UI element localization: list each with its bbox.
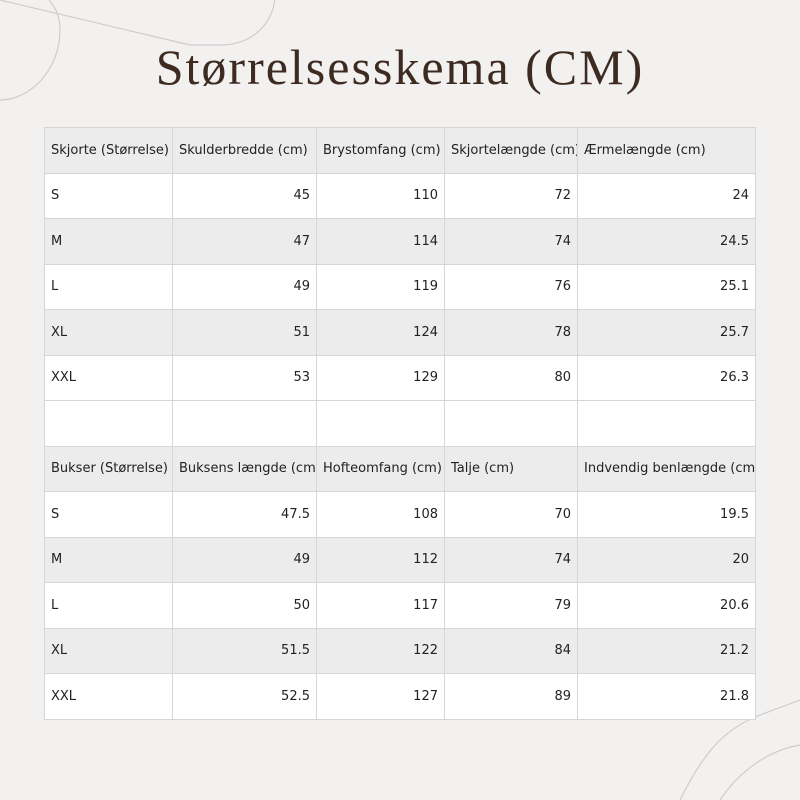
value-cell: 20.6	[577, 582, 756, 629]
header-cell: Talje (cm)	[444, 445, 578, 492]
value-cell: 19.5	[577, 491, 756, 538]
title: Størrelsesskema (CM)	[155, 39, 645, 95]
size-cell: XXL	[44, 673, 173, 720]
value-cell: 119	[316, 263, 445, 310]
value-cell: 108	[316, 491, 445, 538]
header-cell: Buksens længde (cm)	[172, 445, 317, 492]
value-cell: 110	[316, 172, 445, 219]
value-cell: 52.5	[172, 673, 317, 720]
value-cell: 74	[444, 536, 578, 583]
data-row: XL 51 124 78 25.7	[44, 309, 756, 356]
data-row: L 50 117 79 20.6	[44, 582, 756, 629]
value-cell: 26.3	[577, 354, 756, 401]
value-cell: 79	[444, 582, 578, 629]
value-cell: 84	[444, 627, 578, 674]
value-cell: 78	[444, 309, 578, 356]
data-row: S 45 110 72 24	[44, 172, 756, 219]
size-cell: L	[44, 582, 173, 629]
header-cell: Skjortelængde (cm)	[444, 127, 578, 174]
value-cell: 24.5	[577, 218, 756, 265]
data-row: S 47.5 108 70 19.5	[44, 491, 756, 538]
empty-cell	[172, 400, 317, 447]
value-cell: 124	[316, 309, 445, 356]
value-cell: 74	[444, 218, 578, 265]
size-cell: S	[44, 172, 173, 219]
value-cell: 21.8	[577, 673, 756, 720]
header-cell: Brystomfang (cm)	[316, 127, 445, 174]
data-row: XL 51.5 122 84 21.2	[44, 627, 756, 674]
value-cell: 45	[172, 172, 317, 219]
empty-cell	[44, 400, 173, 447]
value-cell: 25.7	[577, 309, 756, 356]
empty-cell	[316, 400, 445, 447]
size-table: Skjorte (Størrelse) Skulderbredde (cm) Bry…	[44, 127, 756, 720]
value-cell: 122	[316, 627, 445, 674]
header-cell: Skulderbredde (cm)	[172, 127, 317, 174]
size-cell: XXL	[44, 354, 173, 401]
value-cell: 24	[577, 172, 756, 219]
data-row: L 49 119 76 25.1	[44, 263, 756, 310]
data-row: XXL 53 129 80 26.3	[44, 354, 756, 401]
value-cell: 80	[444, 354, 578, 401]
value-cell: 51	[172, 309, 317, 356]
value-cell: 127	[316, 673, 445, 720]
value-cell: 112	[316, 536, 445, 583]
value-cell: 49	[172, 263, 317, 310]
empty-cell	[577, 400, 756, 447]
value-cell: 70	[444, 491, 578, 538]
value-cell: 25.1	[577, 263, 756, 310]
header-cell: Ærmelængde (cm)	[577, 127, 756, 174]
value-cell: 72	[444, 172, 578, 219]
value-cell: 53	[172, 354, 317, 401]
data-row: M 47 114 74 24.5	[44, 218, 756, 265]
header-cell: Bukser (Størrelse)	[44, 445, 173, 492]
size-cell: L	[44, 263, 173, 310]
size-cell: M	[44, 536, 173, 583]
spacer-row	[44, 400, 756, 447]
value-cell: 47	[172, 218, 317, 265]
value-cell: 50	[172, 582, 317, 629]
size-cell: S	[44, 491, 173, 538]
data-row: M 49 112 74 20	[44, 536, 756, 583]
size-cell: XL	[44, 627, 173, 674]
value-cell: 89	[444, 673, 578, 720]
size-cell: M	[44, 218, 173, 265]
value-cell: 49	[172, 536, 317, 583]
value-cell: 21.2	[577, 627, 756, 674]
value-cell: 76	[444, 263, 578, 310]
value-cell: 129	[316, 354, 445, 401]
value-cell: 47.5	[172, 491, 317, 538]
size-cell: XL	[44, 309, 173, 356]
value-cell: 20	[577, 536, 756, 583]
value-cell: 117	[316, 582, 445, 629]
header-cell: Indvendig benlængde (cm)	[577, 445, 756, 492]
header-cell: Hofteomfang (cm)	[316, 445, 445, 492]
value-cell: 114	[316, 218, 445, 265]
header-row: Bukser (Størrelse) Buksens længde (cm) Hof…	[44, 445, 756, 492]
header-cell: Skjorte (Størrelse)	[44, 127, 173, 174]
empty-cell	[444, 400, 578, 447]
header-row: Skjorte (Størrelse) Skulderbredde (cm) Bry…	[44, 127, 756, 174]
value-cell: 51.5	[172, 627, 317, 674]
data-row: XXL 52.5 127 89 21.8	[44, 673, 756, 720]
